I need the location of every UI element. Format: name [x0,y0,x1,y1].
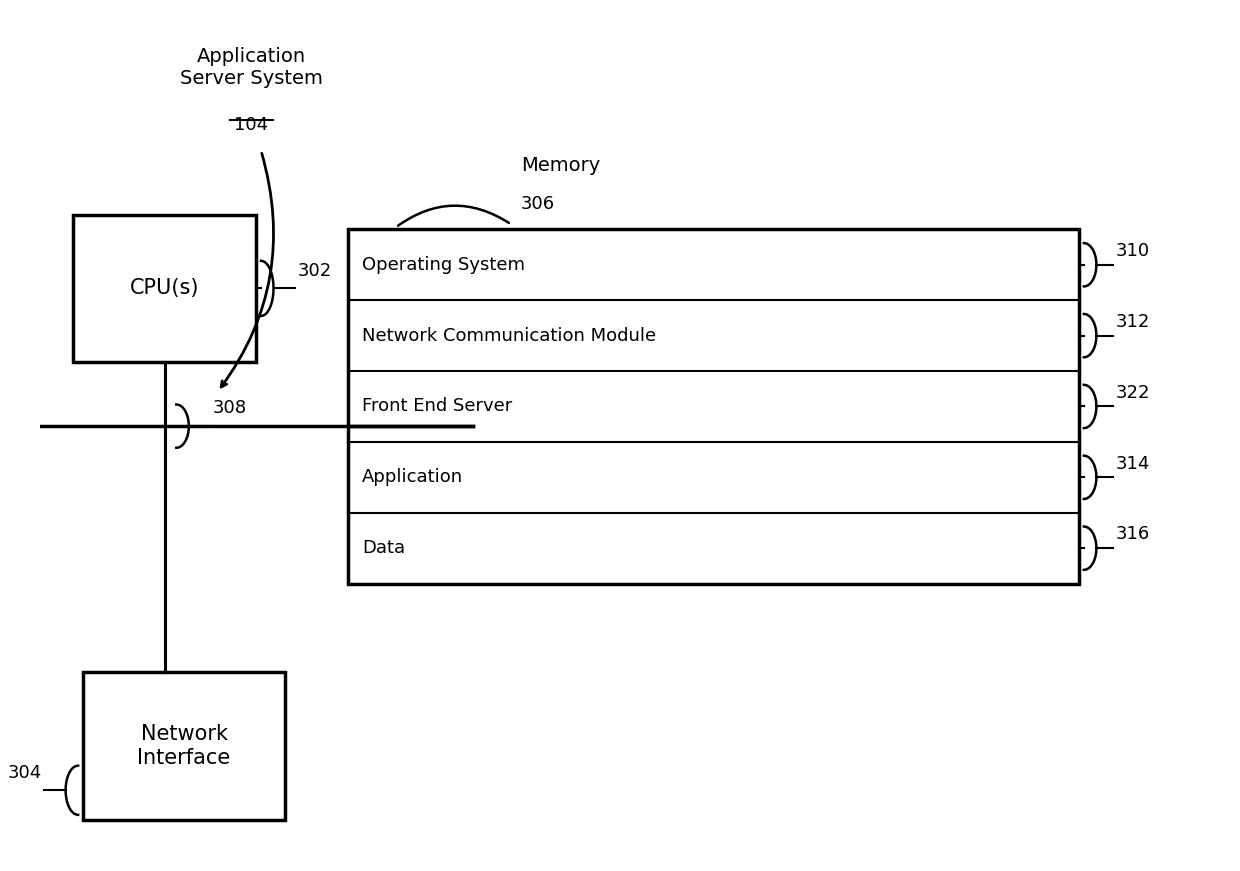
Text: 310: 310 [1116,242,1149,260]
Text: 316: 316 [1116,525,1149,544]
Text: 308: 308 [213,400,247,417]
Text: 104: 104 [234,116,268,134]
Text: Memory: Memory [521,156,600,174]
Text: Application
Server System: Application Server System [180,47,322,88]
Text: Network
Interface: Network Interface [138,725,231,767]
Text: 322: 322 [1116,384,1151,402]
Text: Application: Application [362,469,464,486]
Text: Network Communication Module: Network Communication Module [362,327,656,345]
Text: CPU(s): CPU(s) [130,279,200,299]
Text: 304: 304 [7,764,42,781]
FancyBboxPatch shape [73,214,257,362]
FancyBboxPatch shape [83,672,285,820]
Text: Data: Data [362,539,405,557]
Text: 314: 314 [1116,455,1149,473]
Text: Front End Server: Front End Server [362,397,512,415]
Text: Operating System: Operating System [362,256,525,273]
Text: 312: 312 [1116,313,1149,331]
Text: 302: 302 [298,261,332,280]
FancyBboxPatch shape [347,229,1079,584]
Text: 306: 306 [521,195,556,213]
